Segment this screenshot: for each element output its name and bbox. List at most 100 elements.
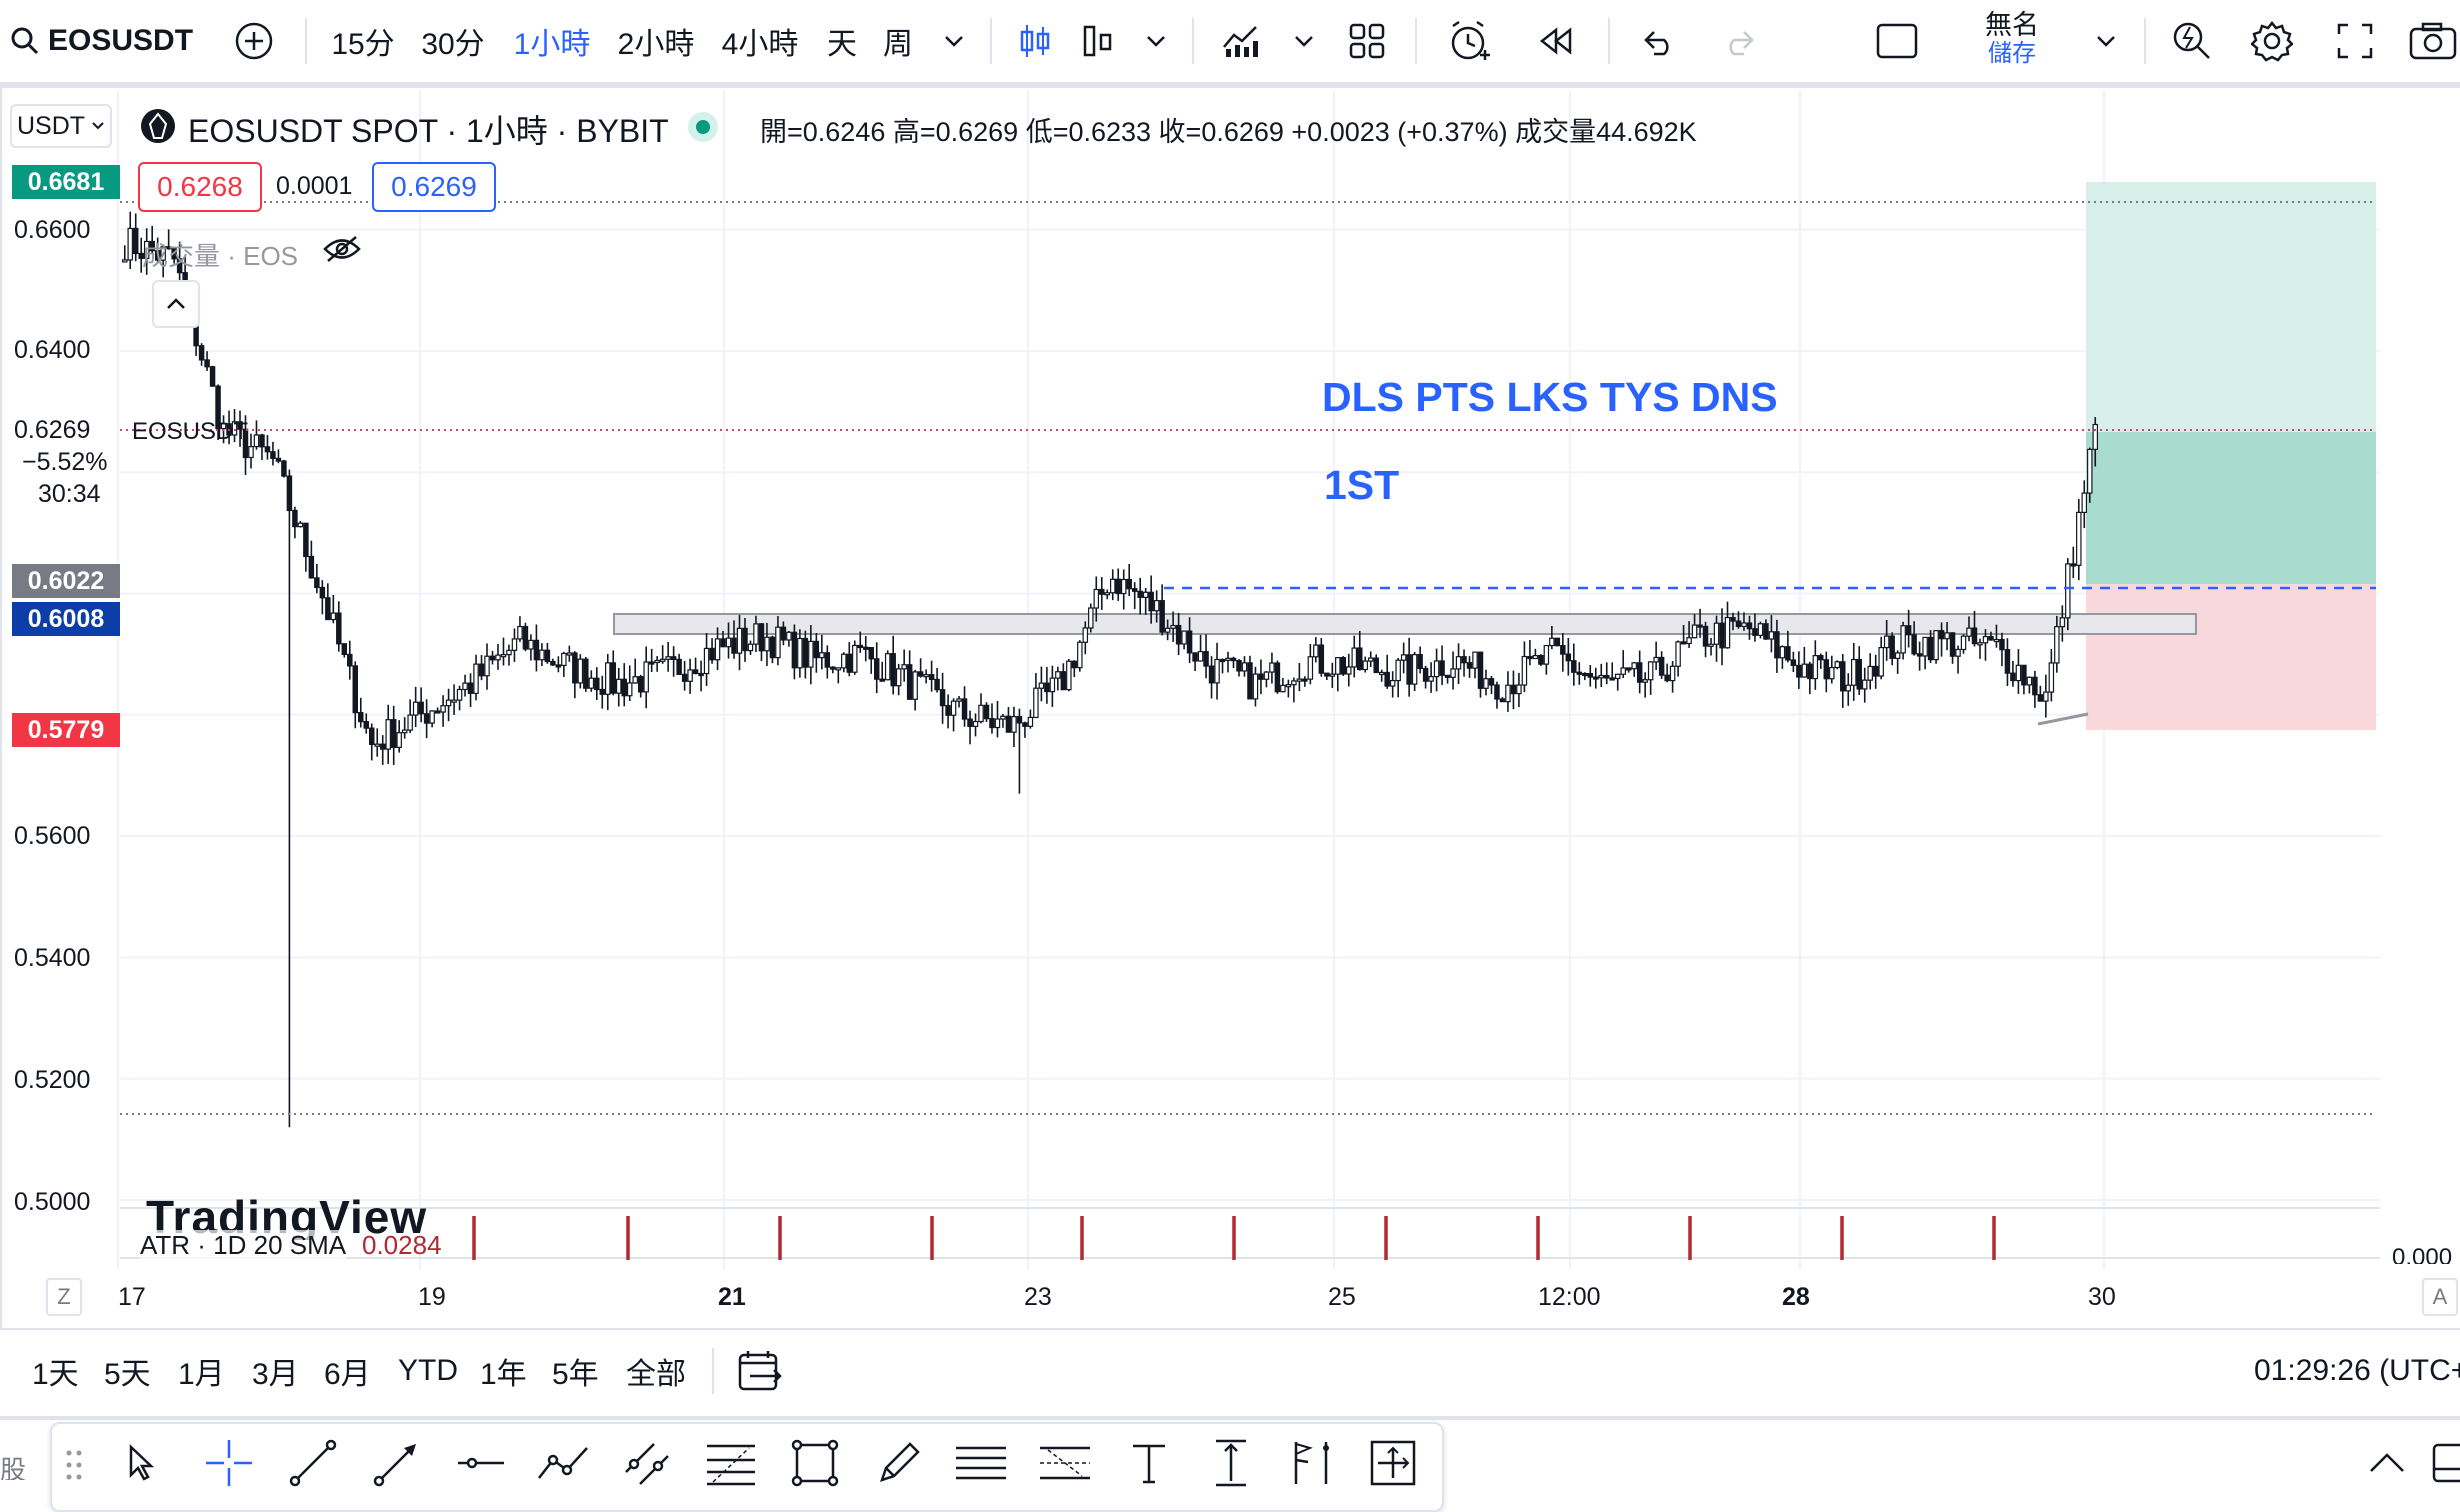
candle-body (1713, 622, 1720, 645)
arrow-line-tool[interactable] (366, 1434, 428, 1496)
candle-body (1960, 635, 1967, 651)
redo-icon (1720, 26, 1760, 56)
buy-price-button[interactable]: 0.6269 (372, 162, 496, 212)
interval-day[interactable]: 天 (827, 28, 857, 61)
save-label: 儲存 (1988, 40, 2036, 67)
layout-save-button[interactable]: 無名 儲存 (1960, 10, 2064, 74)
chart-annotation-text[interactable]: 1ST (1324, 462, 1400, 508)
sell-price-button[interactable]: 0.6268 (138, 162, 262, 212)
candle-body (1938, 630, 1945, 640)
compare-add-button[interactable] (226, 0, 282, 82)
interval-30m[interactable]: 30分 (421, 28, 485, 61)
path-tool[interactable] (532, 1434, 594, 1496)
alert-button[interactable] (1440, 0, 1500, 82)
candle-body (2076, 511, 2082, 566)
chart-style-dropdown[interactable] (1136, 0, 1176, 82)
cursor-arrow-tool[interactable] (110, 1434, 172, 1496)
layouts-button[interactable] (1342, 0, 1392, 82)
eye-off-icon[interactable] (322, 234, 362, 269)
undo-button[interactable] (1630, 0, 1686, 82)
candle-body (1686, 637, 1692, 645)
candle-body (956, 698, 962, 702)
candle-body (1466, 662, 1473, 669)
zoom-in-tool[interactable] (1362, 1434, 1424, 1496)
range-5y[interactable]: 5年 (552, 1358, 599, 1391)
interval-week[interactable]: 周 (883, 28, 913, 61)
currency-selector[interactable]: USDT (10, 104, 112, 148)
candle-body (407, 714, 413, 731)
range-6m[interactable]: 6月 (324, 1358, 371, 1391)
range-ytd[interactable]: YTD (398, 1354, 458, 1387)
symbol-search-button[interactable]: EOSUSDT (10, 0, 195, 82)
interval-1h[interactable]: 1小時 (513, 28, 591, 61)
redo-button[interactable] (1712, 0, 1768, 82)
zoom-button[interactable]: Z (46, 1278, 82, 1316)
range-3m[interactable]: 3月 (252, 1358, 299, 1391)
collapse-legend-button[interactable] (152, 280, 200, 328)
range-all[interactable]: 全部 (626, 1358, 686, 1391)
interval-dropdown[interactable] (934, 0, 974, 82)
candle-body (1894, 652, 1901, 659)
fib-retracement-tool[interactable] (700, 1434, 762, 1496)
candle-body (1883, 635, 1890, 649)
patterns-tool[interactable] (1282, 1434, 1344, 1496)
drag-handle-icon[interactable] (54, 1434, 94, 1496)
candle-body (1840, 661, 1846, 692)
candle-body (1428, 676, 1434, 682)
candle-body (967, 718, 973, 727)
replay-button[interactable] (1530, 0, 1582, 82)
chart-type-button[interactable] (1010, 0, 1060, 82)
candle-body (681, 673, 688, 682)
collapse-panel-button[interactable] (2356, 1434, 2418, 1496)
rectangle-tool[interactable] (784, 1434, 846, 1496)
long-position-tool[interactable] (950, 1434, 1012, 1496)
brush-tool[interactable] (868, 1434, 930, 1496)
candle-body (1565, 653, 1572, 662)
candle-body (220, 423, 227, 430)
screenshot-button[interactable] (2408, 0, 2460, 82)
parallel-channel-tool[interactable] (616, 1434, 678, 1496)
chart-annotation-text[interactable]: DLS PTS LKS TYS DNS (1322, 374, 1778, 420)
candle-body (1955, 648, 1961, 657)
horizontal-line-tool[interactable] (450, 1434, 512, 1496)
interval-15m[interactable]: 15分 (331, 28, 395, 61)
auto-scale-button[interactable]: A (2422, 1278, 2458, 1316)
candle-body (1186, 630, 1193, 654)
settings-button[interactable] (2244, 0, 2300, 82)
candle-body (2021, 664, 2027, 686)
candle-body (231, 421, 238, 436)
candle-body (566, 652, 573, 656)
crosshair-tool[interactable] (198, 1434, 260, 1496)
quick-search-button[interactable] (2164, 0, 2220, 82)
range-1m[interactable]: 1月 (178, 1358, 225, 1391)
candle-body (1691, 624, 1698, 639)
market-status-dot[interactable] (688, 112, 718, 142)
indicators-button[interactable] (1214, 0, 1270, 82)
layout-dropdown[interactable] (2086, 0, 2126, 82)
range-1y[interactable]: 1年 (480, 1358, 527, 1391)
interval-4h[interactable]: 4小時 (721, 28, 799, 61)
range-5d[interactable]: 5天 (104, 1358, 151, 1391)
interval-2h[interactable]: 2小時 (617, 28, 695, 61)
candle-body (462, 682, 468, 691)
clock-timezone[interactable]: 01:29:26 (UTC+ (2254, 1354, 2460, 1387)
bar-style-button[interactable] (1076, 0, 1120, 82)
candle-body (1807, 663, 1813, 680)
range-1d[interactable]: 1天 (32, 1358, 79, 1391)
panel-layout-button[interactable] (2430, 1434, 2460, 1496)
candle-body (1834, 661, 1841, 669)
fullscreen-button[interactable] (2330, 0, 2380, 82)
go-to-date-button[interactable] (736, 1330, 784, 1412)
text-tool[interactable] (1118, 1434, 1180, 1496)
forecast-tool[interactable] (1034, 1434, 1096, 1496)
candle-body (352, 665, 359, 714)
indicators-dropdown[interactable] (1284, 0, 1324, 82)
price-tick: 0.5000 (14, 1188, 91, 1210)
candle-body (594, 677, 600, 691)
measure-tool[interactable] (1200, 1434, 1262, 1496)
candle-body (1664, 674, 1670, 682)
price-chart[interactable] (0, 88, 2460, 1328)
layout-checkbox[interactable] (1872, 0, 1922, 82)
candle-body (1362, 660, 1368, 671)
trend-line-tool[interactable] (282, 1434, 344, 1496)
